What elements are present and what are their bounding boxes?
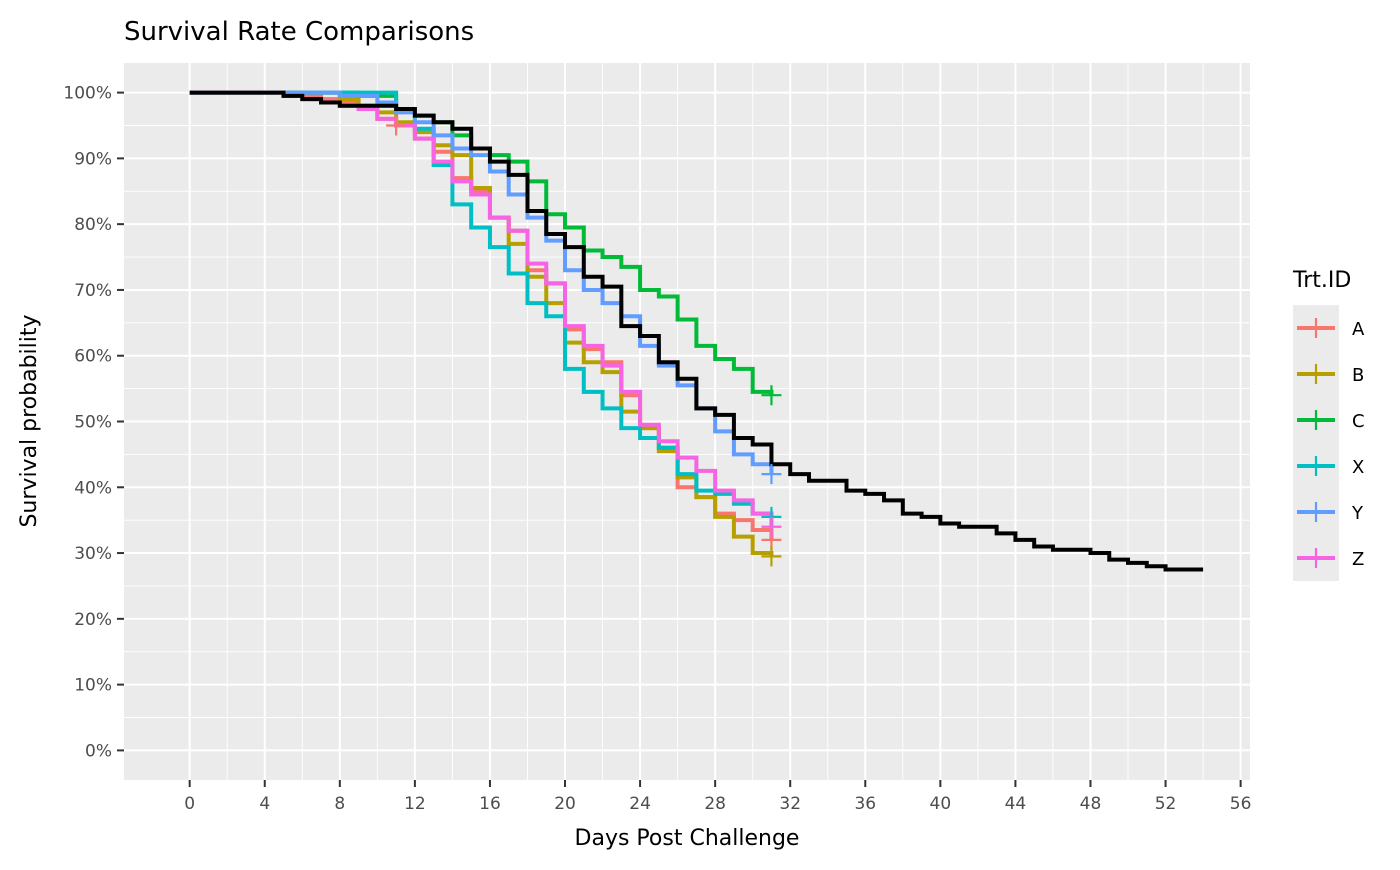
x-tick-label: 56 xyxy=(1230,794,1252,814)
legend-label: Z xyxy=(1352,549,1364,570)
x-axis-label: Days Post Challenge xyxy=(575,826,800,851)
x-tick-label: 28 xyxy=(704,794,726,814)
y-axis: 0% 10% 20% 30% 40% 50% 60% 70% 80% 90% 100% xyxy=(63,84,124,761)
x-tick-label: 20 xyxy=(554,794,576,814)
y-tick-label: 0% xyxy=(85,741,112,761)
y-tick-label: 40% xyxy=(74,478,112,498)
censor-mark xyxy=(761,516,782,537)
y-tick-label: 60% xyxy=(74,347,112,367)
y-tick-label: 50% xyxy=(74,413,112,433)
legend-items: A B C X Y Z xyxy=(1293,305,1365,581)
legend-label: Y xyxy=(1351,503,1364,524)
chart-title: Survival Rate Comparisons xyxy=(124,17,474,47)
x-tick-label: 0 xyxy=(184,794,195,814)
series-line-overall xyxy=(189,90,1204,572)
y-tick-label: 90% xyxy=(74,149,112,169)
legend-label: A xyxy=(1352,319,1365,340)
censor-mark xyxy=(761,546,782,567)
x-tick-label: 40 xyxy=(930,794,952,814)
y-axis-label: Survival probability xyxy=(17,314,42,527)
y-tick-label: 80% xyxy=(74,215,112,235)
x-tick-label: 12 xyxy=(404,794,426,814)
x-tick-label: 48 xyxy=(1080,794,1102,814)
legend-label: X xyxy=(1352,457,1364,478)
x-tick-label: 32 xyxy=(779,794,801,814)
legend-label: B xyxy=(1352,365,1364,386)
grid-major xyxy=(124,63,1250,780)
x-tick-label: 4 xyxy=(259,794,270,814)
y-tick-label: 20% xyxy=(74,610,112,630)
x-tick-label: 52 xyxy=(1155,794,1177,814)
legend-label: C xyxy=(1352,411,1365,432)
censor-mark xyxy=(386,115,407,136)
x-tick-label: 36 xyxy=(854,794,876,814)
x-tick-label: 44 xyxy=(1005,794,1027,814)
y-tick-label: 100% xyxy=(63,84,112,104)
series-layer xyxy=(189,90,1204,572)
censor-mark xyxy=(761,385,782,406)
x-tick-label: 24 xyxy=(629,794,651,814)
legend: Trt.ID A B C X Y Z xyxy=(1292,268,1365,581)
censor-layer xyxy=(386,115,782,567)
x-tick-label: 16 xyxy=(479,794,501,814)
y-tick-label: 70% xyxy=(74,281,112,301)
y-tick-label: 30% xyxy=(74,544,112,564)
x-axis: 0 4 8 12 16 20 24 28 32 36 40 44 48 52 56 xyxy=(184,780,1251,814)
legend-title: Trt.ID xyxy=(1292,268,1351,293)
x-tick-label: 8 xyxy=(334,794,345,814)
censor-mark xyxy=(761,464,782,485)
y-tick-label: 10% xyxy=(74,676,112,696)
legend-key-background xyxy=(1293,305,1339,581)
